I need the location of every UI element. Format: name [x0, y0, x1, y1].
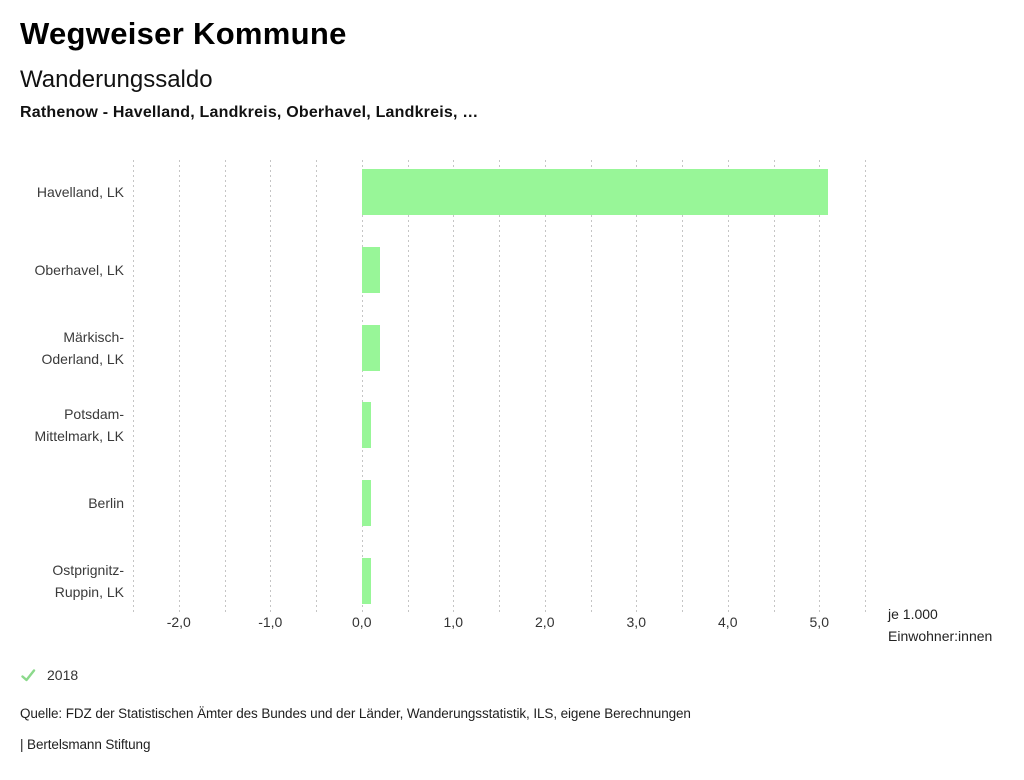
x-tick-label: 0,0 — [352, 614, 372, 630]
bar-berlin[interactable] — [361, 480, 371, 527]
category-label: Havelland, LK — [36, 184, 124, 200]
category-label: Ostprignitz- Ruppin, LK — [52, 562, 124, 600]
gridline — [407, 160, 409, 612]
bar-oberhavel-lk[interactable] — [361, 246, 381, 293]
gridline — [819, 160, 821, 612]
x-axis-unit-label: je 1.000 Einwohner:innen — [888, 603, 992, 647]
gridline — [590, 160, 592, 612]
gridline — [544, 160, 546, 612]
bar-havelland-lk[interactable] — [361, 169, 829, 215]
gridline — [453, 160, 455, 612]
category-label: Berlin — [88, 495, 124, 512]
category-axis-labels: Havelland, LK Oberhavel, LK Märkisch- Oderl… — [0, 160, 125, 612]
legend-year-label: 2018 — [47, 667, 79, 683]
bar-m-rkisch-oderland-lk[interactable] — [361, 324, 381, 371]
x-axis-tick-labels: -2,0 -1,0 0,0 1,0 2,0 3,0 4,0 5,0 — [133, 614, 865, 634]
source-text: Quelle: FDZ der Statistischen Ämter des … — [20, 706, 691, 721]
publisher-text: | Bertelsmann Stiftung — [20, 737, 151, 752]
gridline — [727, 160, 729, 612]
gridline — [178, 160, 180, 612]
x-axis-unit-line1: je 1.000 — [888, 606, 938, 622]
gridline — [865, 160, 866, 612]
chart-subtitle: Rathenow - Havelland, Landkreis, Oberhav… — [20, 104, 479, 121]
gridline — [499, 160, 500, 612]
gridline — [270, 160, 272, 612]
gridline — [773, 160, 775, 612]
bar-potsdam-mittelmark-lk[interactable] — [361, 402, 371, 449]
chart-title: Wanderungssaldo — [20, 66, 213, 93]
x-tick-label: 4,0 — [718, 614, 738, 630]
gridline — [316, 160, 317, 612]
category-label: Märkisch- Oderland, LK — [41, 328, 125, 367]
category-label: Potsdam- Mittelmark, LK — [34, 406, 124, 445]
x-tick-label: 3,0 — [626, 614, 646, 630]
x-tick-label: -2,0 — [166, 614, 191, 630]
x-tick-label: 1,0 — [443, 614, 463, 630]
gridline — [636, 160, 638, 612]
gridline — [224, 160, 226, 612]
legend[interactable]: 2018 — [21, 667, 78, 683]
x-tick-label: -1,0 — [258, 614, 283, 630]
x-tick-label: 2,0 — [535, 614, 555, 630]
plot-area — [133, 160, 866, 612]
category-label: Oberhavel, LK — [34, 261, 125, 278]
check-icon — [21, 668, 36, 681]
x-axis-unit-line2: Einwohner:innen — [888, 628, 993, 644]
gridline — [133, 160, 134, 612]
x-tick-label: 5,0 — [809, 614, 829, 630]
app-title: Wegweiser Kommune — [20, 16, 347, 51]
gridline — [682, 160, 683, 612]
gridline — [361, 160, 363, 612]
bar-ostprignitz-ruppin-lk[interactable] — [361, 558, 371, 604]
